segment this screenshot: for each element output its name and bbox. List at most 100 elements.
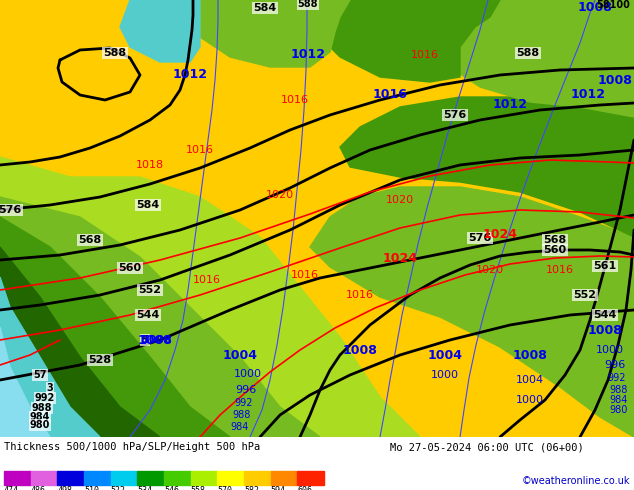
Text: 988: 988 [610,385,628,395]
Text: 1000: 1000 [596,345,624,355]
Text: 534: 534 [138,486,152,490]
Text: 606: 606 [297,486,313,490]
Text: 1016: 1016 [411,50,439,60]
Text: 1016: 1016 [193,275,221,285]
Polygon shape [0,217,230,437]
Bar [217,471,244,485]
Text: 474: 474 [4,486,19,490]
Text: 568: 568 [79,235,101,245]
Bar [4,471,30,485]
Text: 984: 984 [610,395,628,405]
Text: 498: 498 [57,486,72,490]
Bar [138,471,164,485]
Text: 588: 588 [103,48,127,58]
Text: 584: 584 [254,3,276,13]
Polygon shape [440,0,634,117]
Polygon shape [120,0,200,62]
Polygon shape [310,187,634,437]
Text: 584: 584 [136,200,160,210]
Text: 992: 992 [35,393,55,403]
Text: 1024: 1024 [382,251,418,265]
Text: 3: 3 [47,383,53,393]
Text: 1000: 1000 [431,370,459,380]
Bar [84,471,111,485]
Text: ©weatheronline.co.uk: ©weatheronline.co.uk [522,476,630,486]
Bar [297,471,324,485]
Text: 1016: 1016 [186,145,214,155]
Text: 560: 560 [119,263,141,273]
Text: 576: 576 [443,110,467,120]
Text: 528: 528 [88,355,112,365]
Text: 1012: 1012 [493,98,527,112]
Text: 1012: 1012 [571,89,605,101]
Text: 58100: 58100 [596,0,630,10]
Polygon shape [0,327,50,437]
Polygon shape [0,197,320,437]
Text: 988: 988 [233,410,251,420]
Text: 522: 522 [111,486,126,490]
Bar [191,471,217,485]
Text: 570: 570 [217,486,232,490]
Text: 996: 996 [604,360,626,370]
Text: 1000: 1000 [234,369,262,379]
Text: 1008: 1008 [138,334,172,346]
Text: 561: 561 [593,261,617,271]
Text: 576: 576 [0,205,22,215]
Text: 552: 552 [138,285,162,295]
Text: 1024: 1024 [482,228,517,242]
Bar [57,471,84,485]
Text: 568: 568 [543,235,567,245]
Text: 984: 984 [231,422,249,432]
Text: 1008: 1008 [512,348,547,362]
Text: 576: 576 [469,233,491,243]
Bar [244,471,271,485]
Text: 996: 996 [235,385,257,395]
Text: 1016: 1016 [373,89,408,101]
Text: 1012: 1012 [172,69,207,81]
Polygon shape [340,97,634,237]
Text: 594: 594 [271,486,286,490]
Polygon shape [0,0,634,437]
Text: 1008: 1008 [342,343,377,357]
Text: 980: 980 [610,405,628,415]
Text: 984: 984 [30,412,50,422]
Text: 1004: 1004 [223,348,257,362]
Text: 582: 582 [244,486,259,490]
Text: 5: 5 [141,335,149,345]
Polygon shape [0,277,100,437]
Bar [164,471,191,485]
Text: 1016: 1016 [281,95,309,105]
Text: 486: 486 [30,486,46,490]
Text: 560: 560 [543,245,567,255]
Text: 988: 988 [32,403,52,413]
Bar [271,471,297,485]
Text: Thickness 500/1000 hPa/SLP/Height 500 hPa: Thickness 500/1000 hPa/SLP/Height 500 hP… [4,442,260,452]
Text: 1016: 1016 [346,290,374,300]
Text: 588: 588 [517,48,540,58]
Text: 1008: 1008 [578,1,612,15]
Text: 1004: 1004 [427,348,462,362]
Polygon shape [0,157,420,437]
Text: 980: 980 [30,420,50,430]
Polygon shape [0,247,160,437]
Text: 1008: 1008 [588,323,623,337]
Text: 1000: 1000 [516,395,544,405]
Text: 1012: 1012 [290,49,325,62]
Polygon shape [190,0,350,67]
Text: 544: 544 [136,310,160,320]
Text: 992: 992 [608,373,626,383]
Text: 1008: 1008 [598,74,633,87]
Bar [30,471,57,485]
Text: 992: 992 [235,398,253,408]
Text: 546: 546 [164,486,179,490]
Text: 1018: 1018 [136,160,164,170]
Text: 1008: 1008 [141,335,172,345]
Text: 588: 588 [298,0,318,9]
Text: 1020: 1020 [386,195,414,205]
Text: 552: 552 [574,290,597,300]
Text: 1020: 1020 [266,190,294,200]
Text: 510: 510 [84,486,99,490]
Text: 558: 558 [191,486,205,490]
Text: 1016: 1016 [291,270,319,280]
Text: Mo 27-05-2024 06:00 UTC (06+00): Mo 27-05-2024 06:00 UTC (06+00) [390,442,584,452]
